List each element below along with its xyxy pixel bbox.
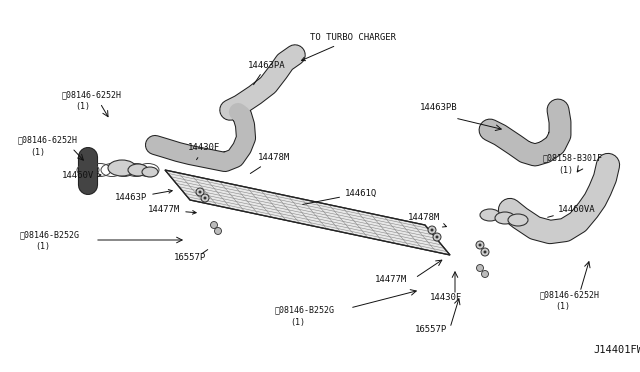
Text: J14401FW: J14401FW bbox=[593, 345, 640, 355]
Text: 14477M: 14477M bbox=[375, 276, 407, 285]
Circle shape bbox=[477, 264, 483, 272]
Circle shape bbox=[201, 194, 209, 202]
Circle shape bbox=[428, 226, 436, 234]
Ellipse shape bbox=[480, 209, 500, 221]
Text: (1): (1) bbox=[558, 166, 573, 174]
Ellipse shape bbox=[142, 167, 158, 177]
Text: 16557P: 16557P bbox=[174, 253, 206, 263]
Text: (1): (1) bbox=[30, 148, 45, 157]
Text: Ⓒ08158-B301F: Ⓒ08158-B301F bbox=[543, 154, 603, 163]
Text: (1): (1) bbox=[75, 103, 90, 112]
Ellipse shape bbox=[108, 160, 136, 176]
Text: 14478M: 14478M bbox=[250, 154, 291, 173]
Circle shape bbox=[481, 248, 489, 256]
Text: Ⓑ08146-B252G: Ⓑ08146-B252G bbox=[275, 305, 335, 314]
Circle shape bbox=[211, 221, 218, 228]
Ellipse shape bbox=[508, 214, 528, 226]
Text: 14460VA: 14460VA bbox=[558, 205, 596, 215]
Circle shape bbox=[481, 270, 488, 278]
Circle shape bbox=[196, 188, 204, 196]
Text: Ⓑ08146-6252H: Ⓑ08146-6252H bbox=[62, 90, 122, 99]
Text: 14430F: 14430F bbox=[188, 144, 220, 160]
Circle shape bbox=[198, 190, 202, 193]
Circle shape bbox=[476, 241, 484, 249]
Text: 14477M: 14477M bbox=[148, 205, 196, 215]
Text: (1): (1) bbox=[555, 302, 570, 311]
Polygon shape bbox=[165, 170, 450, 255]
Text: (1): (1) bbox=[290, 317, 305, 327]
Circle shape bbox=[435, 235, 438, 238]
Ellipse shape bbox=[495, 212, 515, 224]
Text: 14463PA: 14463PA bbox=[248, 61, 285, 85]
Text: 14460V: 14460V bbox=[62, 170, 101, 180]
Text: 14478M: 14478M bbox=[408, 214, 447, 227]
Text: 14463PB: 14463PB bbox=[420, 103, 458, 112]
Text: 14461Q: 14461Q bbox=[303, 189, 377, 205]
Circle shape bbox=[483, 250, 486, 253]
Text: 14463P: 14463P bbox=[115, 190, 172, 202]
Text: 16557P: 16557P bbox=[415, 326, 447, 334]
Circle shape bbox=[431, 228, 433, 231]
Text: Ⓑ08146-6252H: Ⓑ08146-6252H bbox=[18, 135, 78, 144]
Circle shape bbox=[433, 233, 441, 241]
Circle shape bbox=[204, 196, 207, 199]
Text: (1): (1) bbox=[35, 243, 50, 251]
Circle shape bbox=[214, 228, 221, 234]
Circle shape bbox=[479, 244, 481, 247]
Text: Ⓑ08146-6252H: Ⓑ08146-6252H bbox=[540, 291, 600, 299]
Text: 14430F: 14430F bbox=[430, 294, 462, 302]
Text: Ⓑ08146-B252G: Ⓑ08146-B252G bbox=[20, 231, 80, 240]
Text: TO TURBO CHARGER: TO TURBO CHARGER bbox=[301, 33, 396, 61]
Ellipse shape bbox=[128, 164, 148, 176]
